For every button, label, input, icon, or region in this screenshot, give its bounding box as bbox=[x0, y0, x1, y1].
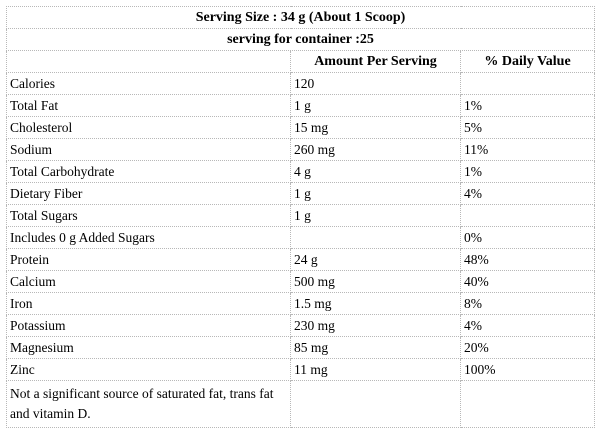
column-header-row: Amount Per Serving % Daily Value bbox=[6, 50, 596, 73]
nutrient-name: Calcium bbox=[6, 270, 291, 293]
daily-value-percent: 40% bbox=[459, 270, 596, 293]
daily-value-column-header: % Daily Value bbox=[459, 50, 596, 73]
amount-value: 500 mg bbox=[290, 270, 461, 293]
table-row: Sodium 260 mg 11% bbox=[6, 138, 596, 161]
nutrient-name: Potassium bbox=[6, 314, 291, 337]
table-row: Zinc 11 mg 100% bbox=[6, 358, 596, 381]
table-row: Includes 0 g Added Sugars 0% bbox=[6, 226, 596, 249]
amount-value: 1.5 mg bbox=[290, 292, 461, 315]
nutrient-name: Sodium bbox=[6, 138, 291, 161]
amount-value: 230 mg bbox=[290, 314, 461, 337]
table-row: Calories 120 bbox=[6, 72, 596, 95]
nutrient-name: Cholesterol bbox=[6, 116, 291, 139]
nutrient-name: Total Carbohydrate bbox=[6, 160, 291, 183]
table-row: Iron 1.5 mg 8% bbox=[6, 292, 596, 315]
servings-per-container-cell: serving for container :25 bbox=[5, 28, 596, 51]
amount-column-header: Amount Per Serving bbox=[290, 50, 461, 73]
amount-value: 24 g bbox=[290, 248, 461, 271]
amount-value: 11 mg bbox=[290, 358, 461, 381]
daily-value-percent: 100% bbox=[459, 358, 596, 381]
serving-size-row: Serving Size : 34 g (About 1 Scoop) bbox=[5, 6, 596, 29]
table-row: Magnesium 85 mg 20% bbox=[6, 336, 596, 359]
nutrition-facts-table: Serving Size : 34 g (About 1 Scoop) serv… bbox=[5, 6, 596, 428]
footnote-empty-cell bbox=[459, 380, 596, 428]
nutrient-name: Includes 0 g Added Sugars bbox=[6, 226, 291, 249]
nutrient-name: Iron bbox=[6, 292, 291, 315]
nutrient-column-header bbox=[6, 50, 291, 73]
amount-value bbox=[290, 226, 461, 249]
daily-value-percent: 20% bbox=[459, 336, 596, 359]
amount-value: 1 g bbox=[290, 94, 461, 117]
daily-value-percent: 11% bbox=[459, 138, 596, 161]
nutrient-name: Dietary Fiber bbox=[6, 182, 291, 205]
amount-value: 85 mg bbox=[290, 336, 461, 359]
table-row: Total Sugars 1 g bbox=[6, 204, 596, 227]
footnote-empty-cell bbox=[290, 380, 461, 428]
amount-value: 260 mg bbox=[290, 138, 461, 161]
daily-value-percent: 8% bbox=[459, 292, 596, 315]
table-row: Potassium 230 mg 4% bbox=[6, 314, 596, 337]
daily-value-percent: 5% bbox=[459, 116, 596, 139]
amount-value: 120 bbox=[290, 72, 461, 95]
table-row: Total Carbohydrate 4 g 1% bbox=[6, 160, 596, 183]
nutrient-name: Protein bbox=[6, 248, 291, 271]
table-row: Total Fat 1 g 1% bbox=[6, 94, 596, 117]
servings-per-container-row: serving for container :25 bbox=[5, 28, 596, 51]
nutrient-name: Total Fat bbox=[6, 94, 291, 117]
daily-value-percent: 48% bbox=[459, 248, 596, 271]
daily-value-percent: 4% bbox=[459, 314, 596, 337]
daily-value-percent: 4% bbox=[459, 182, 596, 205]
table-row: Protein 24 g 48% bbox=[6, 248, 596, 271]
nutrient-name: Magnesium bbox=[6, 336, 291, 359]
daily-value-percent bbox=[459, 72, 596, 95]
amount-value: 1 g bbox=[290, 182, 461, 205]
amount-value: 15 mg bbox=[290, 116, 461, 139]
serving-size-cell: Serving Size : 34 g (About 1 Scoop) bbox=[5, 6, 596, 29]
daily-value-percent: 1% bbox=[459, 94, 596, 117]
daily-value-percent: 0% bbox=[459, 226, 596, 249]
nutrient-name: Total Sugars bbox=[6, 204, 291, 227]
amount-value: 4 g bbox=[290, 160, 461, 183]
footnote-row: Not a significant source of saturated fa… bbox=[6, 380, 596, 428]
amount-value: 1 g bbox=[290, 204, 461, 227]
footnote-text: Not a significant source of saturated fa… bbox=[6, 380, 291, 428]
table-row: Cholesterol 15 mg 5% bbox=[6, 116, 596, 139]
daily-value-percent bbox=[459, 204, 596, 227]
table-row: Calcium 500 mg 40% bbox=[6, 270, 596, 293]
nutrition-facts-container: Serving Size : 34 g (About 1 Scoop) serv… bbox=[5, 6, 596, 428]
nutrient-name: Zinc bbox=[6, 358, 291, 381]
daily-value-percent: 1% bbox=[459, 160, 596, 183]
table-row: Dietary Fiber 1 g 4% bbox=[6, 182, 596, 205]
nutrient-name: Calories bbox=[6, 72, 291, 95]
